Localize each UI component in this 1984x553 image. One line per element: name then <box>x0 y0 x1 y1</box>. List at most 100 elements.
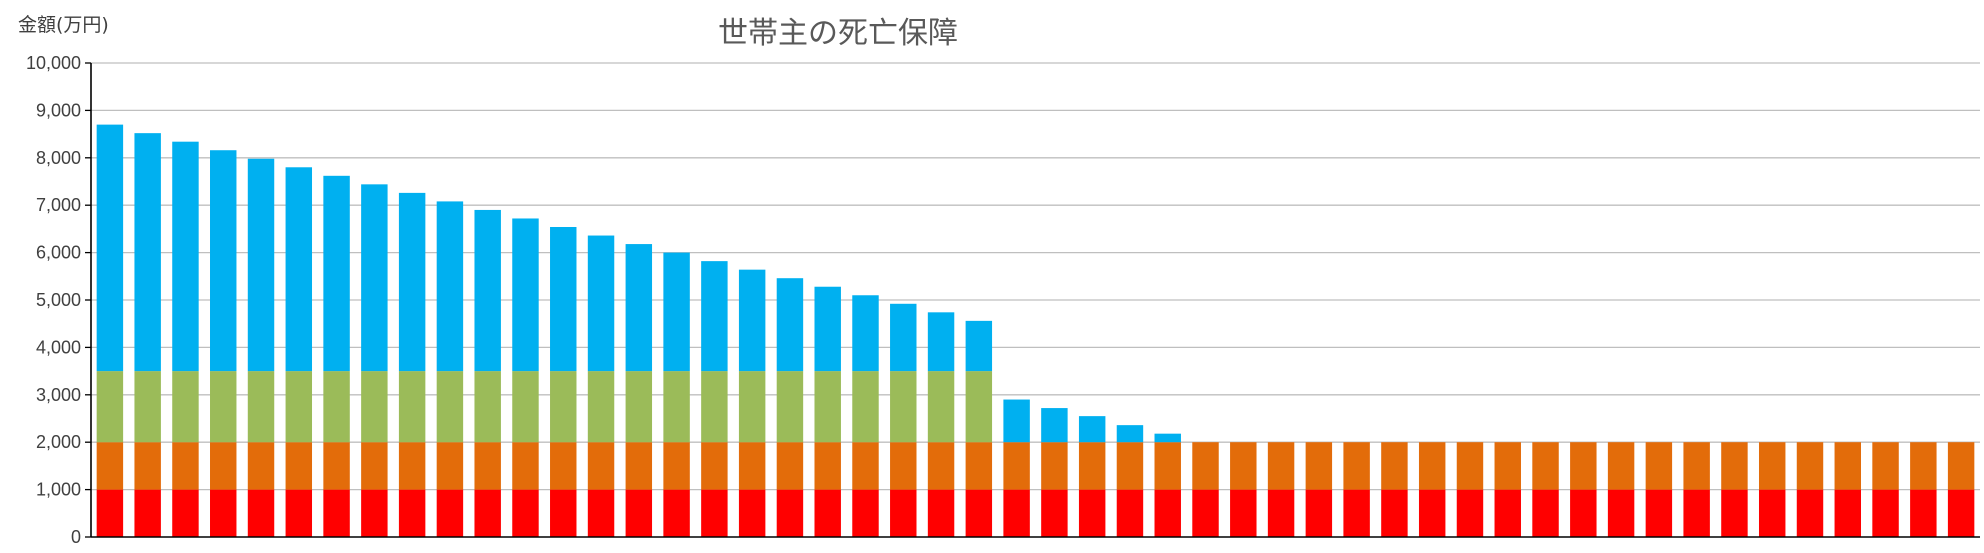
bar-segment <box>1041 489 1068 537</box>
bar-segment <box>1758 442 1786 490</box>
bar-segment <box>587 235 615 372</box>
bar-segment <box>1003 399 1030 443</box>
bar-segment <box>587 442 615 490</box>
bar-segment <box>134 489 161 537</box>
bar-segment <box>398 371 426 443</box>
bar-segment <box>1456 442 1484 490</box>
bar-segment <box>436 371 464 443</box>
y-tick-label: 10,000 <box>26 53 81 73</box>
y-tick-label: 4,000 <box>36 337 81 357</box>
bar-segment <box>550 442 577 490</box>
bar-segment <box>210 150 237 372</box>
bar-segment <box>1947 489 1975 537</box>
bar-segment <box>776 442 804 490</box>
bar-segment <box>1230 489 1257 537</box>
bar-segment <box>134 133 161 372</box>
bar-segment <box>550 371 577 443</box>
bar-segment <box>1116 442 1144 490</box>
bar-segment <box>1041 442 1068 490</box>
bar-segment <box>1683 442 1710 490</box>
bar-segment <box>323 489 350 537</box>
bar-segment <box>96 489 124 537</box>
bar-segment <box>436 489 464 537</box>
bar-segment <box>927 489 955 537</box>
bar-segment <box>1532 442 1559 490</box>
bar-segment <box>550 227 577 372</box>
bar-segment <box>512 489 539 537</box>
chart-title: 世帯主の死亡保障 <box>718 16 958 51</box>
bar-segment <box>1381 489 1408 537</box>
bar-segment <box>1192 489 1219 537</box>
bar-segment <box>1418 489 1446 537</box>
bar-segment <box>890 303 917 372</box>
bar-segment <box>663 371 690 443</box>
bar-segment <box>1607 489 1635 537</box>
bar-segment <box>96 124 124 372</box>
bar-segment <box>474 209 501 372</box>
bar-segment <box>1003 442 1030 490</box>
bar-segment <box>172 141 199 372</box>
bar-segment <box>814 371 841 443</box>
bar-segment <box>701 371 728 443</box>
bar-segment <box>701 489 728 537</box>
y-tick-label: 5,000 <box>36 290 81 310</box>
bar-segment <box>1305 442 1333 490</box>
bar-segment <box>361 442 388 490</box>
bar-segment <box>814 442 841 490</box>
bar-segment <box>663 489 690 537</box>
bar-segment <box>738 269 766 372</box>
bar-segment <box>1607 442 1635 490</box>
bar-segment <box>474 489 501 537</box>
bar-segment <box>1381 442 1408 490</box>
bar-segment <box>965 371 993 443</box>
bar-segment <box>1078 416 1106 443</box>
bar-segment <box>663 442 690 490</box>
bar-segment <box>1192 442 1219 490</box>
bar-segment <box>285 371 313 443</box>
bar-segment <box>210 442 237 490</box>
bar-segment <box>285 167 313 372</box>
bar-segment <box>1078 442 1106 490</box>
bar-segment <box>738 489 766 537</box>
bar-segment <box>1343 489 1370 537</box>
bar-segment <box>738 371 766 443</box>
bar-segment <box>361 184 388 372</box>
bar-segment <box>1267 442 1295 490</box>
bar-segment <box>1834 489 1861 537</box>
bar-segment <box>1947 442 1975 490</box>
bar-segment <box>890 442 917 490</box>
bar-segment <box>474 371 501 443</box>
bar-segment <box>1645 489 1673 537</box>
bar-segment <box>1721 442 1748 490</box>
bar-segment <box>512 442 539 490</box>
bar-segment <box>1758 489 1786 537</box>
bar-segment <box>1834 442 1861 490</box>
bar-segment <box>1230 442 1257 490</box>
bar-segment <box>247 158 275 372</box>
bar-segment <box>1494 442 1521 490</box>
bar-segment <box>172 489 199 537</box>
bar-segment <box>1078 489 1106 537</box>
bar-segment <box>776 278 804 372</box>
bar-segment <box>890 371 917 443</box>
bar-segment <box>1872 489 1899 537</box>
bar-segment <box>738 442 766 490</box>
bar-segment <box>1041 408 1068 443</box>
bar-segment <box>134 371 161 443</box>
bar-segment <box>927 442 955 490</box>
bar-segment <box>247 489 275 537</box>
bar-segment <box>1721 489 1748 537</box>
y-tick-label: 7,000 <box>36 195 81 215</box>
bar-segment <box>890 489 917 537</box>
bar-segment <box>247 442 275 490</box>
bar-segment <box>625 442 653 490</box>
bar-segment <box>210 371 237 443</box>
bar-segment <box>965 442 993 490</box>
bar-segment <box>1154 489 1181 537</box>
bar-segment <box>852 295 879 372</box>
bar-segment <box>1267 489 1295 537</box>
bar-segment <box>323 442 350 490</box>
bar-segment <box>852 371 879 443</box>
bar-segment <box>701 261 728 372</box>
